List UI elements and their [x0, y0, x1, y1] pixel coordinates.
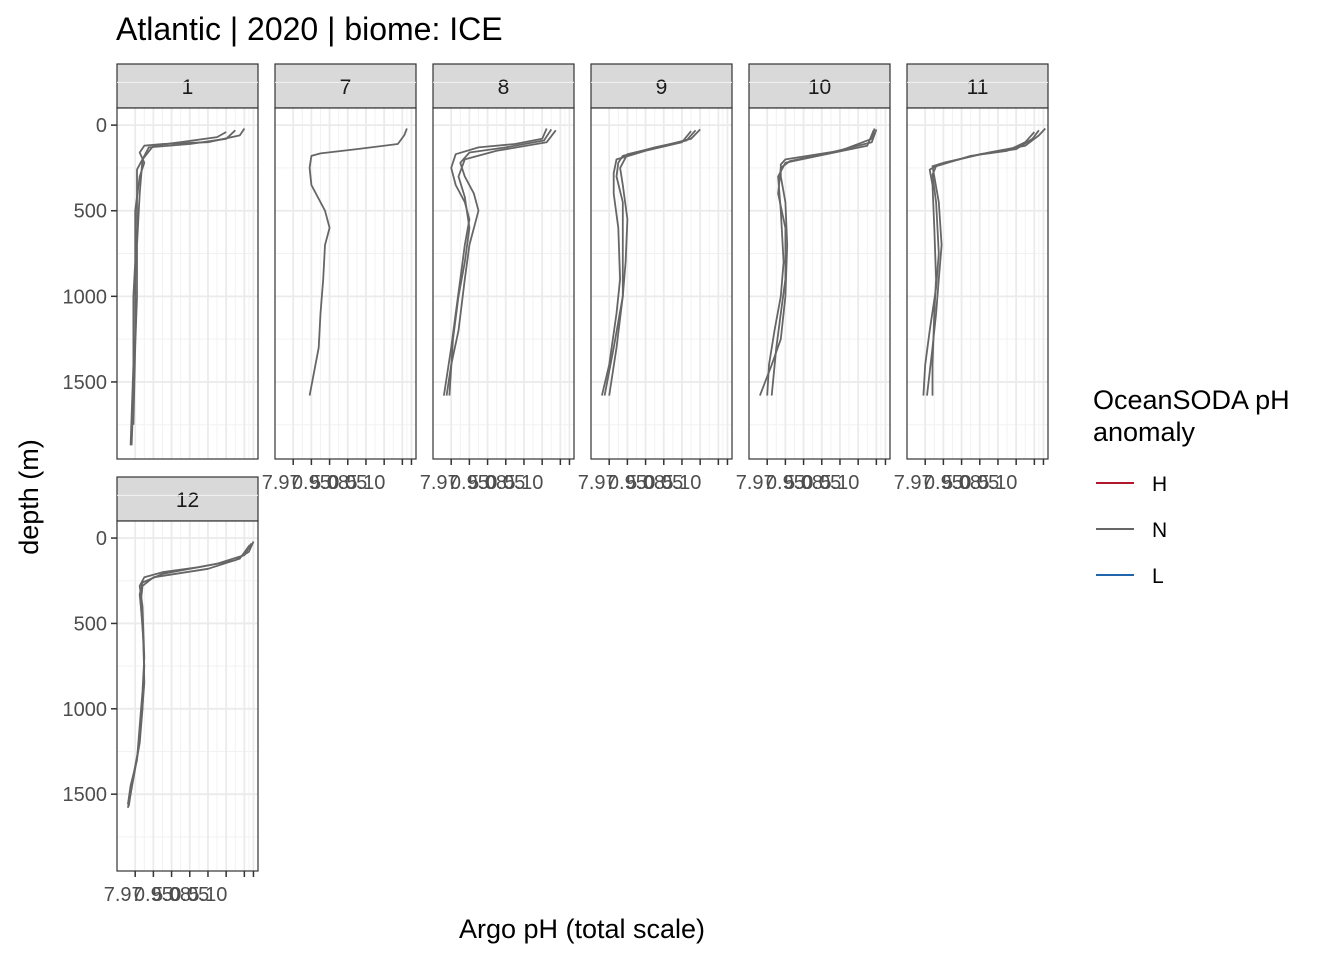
x-tick-label: 7.97 [578, 472, 617, 494]
panel-border-11 [906, 107, 1049, 460]
strip-label-12: 12 [176, 489, 199, 512]
chart-title: Atlantic | 2020 | biome: ICE [116, 11, 503, 47]
panel-8: 8 7.970.955.080.055.10 [420, 63, 575, 494]
strip-label-7: 7 [340, 76, 352, 99]
y-tick-label: 1000 [63, 699, 108, 721]
x-tick-label: 5.10 [504, 472, 543, 494]
panel-1: 1 0 500 1000 1500 [63, 63, 259, 460]
x-tick-label: 5.08 [626, 472, 665, 494]
panel-border-10 [748, 107, 891, 460]
x-tick-label: 5.10 [188, 884, 227, 906]
strip-10 [748, 63, 891, 109]
legend-label-N: N [1152, 519, 1167, 542]
legend-label-L: L [1152, 565, 1164, 588]
x-tick-label: 5.08 [310, 472, 349, 494]
legend-label-H: H [1152, 473, 1167, 496]
x-tick-label: 5.08 [152, 884, 191, 906]
x-tick-label: 0.95 [450, 472, 489, 494]
strip-12 [116, 476, 259, 522]
y-tick-label: 1000 [63, 286, 108, 308]
legend-title-line-1: OceanSODA pH [1093, 385, 1290, 415]
x-tick-label: 0.95 [134, 884, 173, 906]
plot-background-11 [907, 108, 1048, 459]
legend-title-line-2: anomaly [1093, 417, 1196, 447]
series-line-8-3 [448, 129, 557, 396]
x-tick-label: 5.08 [784, 472, 823, 494]
strip-11 [906, 63, 1049, 109]
y-axis-title: depth (m) [14, 439, 44, 555]
x-tick-label: 0.05 [328, 472, 367, 494]
panel-9: 9 7.970.955.080.055.10 [578, 63, 733, 494]
series-line-1-3 [132, 131, 227, 425]
strip-label-1: 1 [182, 76, 194, 99]
panel-12: 12 0 500 1000 1500 7.970.955.080.055.10 [63, 476, 259, 906]
series-line-7-1 [308, 128, 408, 396]
x-tick-label: 7.97 [104, 884, 143, 906]
series-line-9-3 [608, 128, 701, 396]
x-tick-label: 5.10 [662, 472, 701, 494]
plot-background-9 [591, 108, 732, 459]
plot-background-8 [433, 108, 574, 459]
panels-layer: 105001000150077.970.955.080.055.1087.970… [63, 63, 1049, 906]
x-tick-label: 5.10 [978, 472, 1017, 494]
legend-items: HNL [1096, 473, 1167, 588]
panel-7: 7 7.970.955.080.055.10 [262, 63, 417, 494]
strip-1 [116, 63, 259, 109]
panel-11: 11 7.970.955.080.055.10 [894, 63, 1049, 494]
x-tick-label: 0.95 [766, 472, 805, 494]
plot-background-1 [117, 108, 258, 459]
strip-label-8: 8 [498, 76, 510, 99]
series-line-10-2 [770, 129, 878, 396]
series-line-12-3 [127, 544, 251, 807]
x-tick-label: 5.10 [820, 472, 859, 494]
x-tick-label: 0.95 [924, 472, 963, 494]
x-tick-label: 0.95 [608, 472, 647, 494]
strip-label-9: 9 [656, 76, 668, 99]
strip-label-10: 10 [808, 76, 831, 99]
y-tick-label: 1500 [63, 372, 108, 394]
y-tick-label: 500 [74, 613, 107, 635]
x-tick-label: 0.05 [644, 472, 683, 494]
y-tick-label: 500 [74, 201, 107, 223]
y-tick-label: 1500 [63, 784, 108, 806]
panel-border-9 [590, 107, 733, 460]
x-tick-label: 5.08 [468, 472, 507, 494]
strip-label-11: 11 [967, 76, 989, 99]
legend: OceanSODA pH anomaly HNL [1093, 385, 1290, 588]
series-line-10-3 [766, 129, 875, 396]
series-line-8-2 [445, 128, 553, 396]
plot-background-7 [275, 108, 416, 459]
series-line-11-2 [928, 129, 1040, 396]
panel-border-1 [116, 107, 259, 460]
x-axis-title: Argo pH (total scale) [459, 914, 705, 944]
x-tick-label: 7.97 [736, 472, 775, 494]
x-tick-label: 5.10 [346, 472, 385, 494]
x-tick-label: 5.08 [942, 472, 981, 494]
x-tick-label: 7.97 [894, 472, 933, 494]
x-tick-label: 7.97 [420, 472, 459, 494]
series-line-11-1 [926, 127, 1046, 396]
strip-9 [590, 63, 733, 109]
x-tick-label: 0.05 [960, 472, 999, 494]
y-tick-label: 0 [96, 528, 107, 550]
series-line-11-3 [922, 131, 1036, 396]
strip-8 [432, 63, 575, 109]
plot-background-10 [749, 108, 890, 459]
x-tick-label: 0.95 [292, 472, 331, 494]
y-tick-label: 0 [96, 115, 107, 137]
panel-border-8 [432, 107, 575, 460]
x-tick-label: 7.97 [262, 472, 301, 494]
x-tick-label: 0.05 [486, 472, 525, 494]
plot-background-12 [117, 521, 258, 871]
x-tick-label: 0.05 [170, 884, 209, 906]
panel-border-7 [274, 107, 417, 460]
panel-border-12 [116, 520, 259, 872]
x-tick-label: 0.05 [802, 472, 841, 494]
panel-10: 10 7.970.955.080.055.10 [736, 63, 891, 494]
